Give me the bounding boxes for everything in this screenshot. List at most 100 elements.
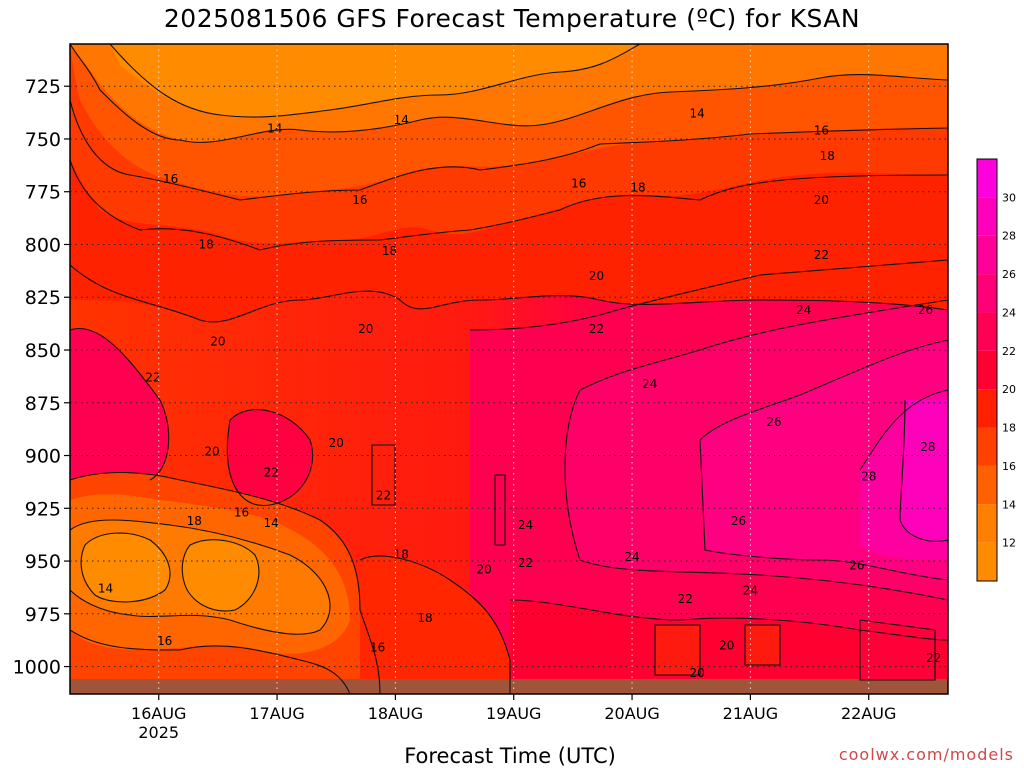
- contour-label: 16: [571, 176, 586, 190]
- contour-label: 22: [145, 370, 160, 384]
- x-tick-label: 19AUG: [486, 704, 541, 723]
- plot-frame: [69, 43, 949, 695]
- contour-label: 22: [376, 489, 391, 503]
- contour-label: 20: [329, 436, 344, 450]
- colorbar-legend: 12 14 16 18 20 22 24 26 28 30: [976, 158, 1016, 582]
- colorbar-label: 14: [1002, 498, 1016, 511]
- y-tick-label: 975: [25, 604, 61, 626]
- x-tick-label: 22AUG: [841, 704, 896, 723]
- contour-label: 20: [690, 666, 705, 680]
- colorbar-swatch: [977, 274, 997, 313]
- contour-label: 18: [820, 149, 835, 163]
- contour-label: 16: [370, 641, 385, 655]
- y-tick-label: 875: [25, 393, 61, 415]
- x-tick-label: 16AUG: [131, 704, 186, 723]
- y-axis-pressure: 725 750 775 800 825 850 875 900 925 950 975 1000: [13, 76, 70, 679]
- colorbar-label: 18: [1002, 422, 1016, 435]
- chart-title: 2025081506 GFS Forecast Temperature (ºC)…: [163, 4, 861, 33]
- contour-label: 28: [861, 470, 876, 484]
- x-tick-label: 17AUG: [249, 704, 304, 723]
- surface-terrain-band: [70, 679, 948, 694]
- colorbar-swatch: [977, 159, 997, 198]
- contour-label: 16: [234, 506, 249, 520]
- contour-label: 22: [589, 322, 604, 336]
- contour-label: 24: [796, 303, 811, 317]
- y-tick-label: 1000: [13, 657, 61, 679]
- contour-label: 16: [352, 193, 367, 207]
- contour-label: 14: [267, 121, 282, 135]
- contour-label: 20: [210, 335, 225, 349]
- y-tick-label: 800: [25, 234, 61, 256]
- y-tick-label: 925: [25, 498, 61, 520]
- colorbar-swatch: [977, 350, 997, 390]
- x-tick-label: 21AUG: [723, 704, 778, 723]
- contour-label: 22: [926, 651, 941, 665]
- colorbar-frame: [976, 158, 998, 582]
- y-tick-label: 950: [25, 551, 61, 573]
- contour-label: 20: [204, 444, 219, 458]
- contour-label: 16: [157, 634, 172, 648]
- colorbar-label: 24: [1002, 306, 1016, 319]
- contour-label: 16: [814, 124, 829, 138]
- contour-label: 22: [518, 556, 533, 570]
- x-tick-year-label: 2025: [138, 723, 179, 742]
- contour-label: 26: [849, 558, 864, 572]
- contour-label: 18: [382, 244, 397, 258]
- contour-label: 26: [731, 514, 746, 528]
- colorbar-swatch: [977, 504, 997, 543]
- contour-label: 16: [163, 172, 178, 186]
- contour-label: 20: [589, 269, 604, 283]
- contour-label: 26: [918, 303, 933, 317]
- colorbar-swatch: [977, 312, 997, 351]
- colorbar-label: 30: [1002, 191, 1016, 204]
- colorbar-swatch: [977, 542, 997, 581]
- contour-label: 20: [358, 322, 373, 336]
- contour-label: 18: [198, 237, 213, 251]
- contour-label: 18: [187, 514, 202, 528]
- y-tick-label: 725: [25, 76, 61, 98]
- y-tick-label: 900: [25, 446, 61, 468]
- contour-label: 18: [630, 181, 645, 195]
- contour-label: 20: [719, 638, 734, 652]
- colorbar-label: 16: [1002, 460, 1016, 473]
- contour-label: 14: [264, 516, 279, 530]
- contour-label: 14: [690, 107, 705, 121]
- contour-label: 24: [743, 584, 758, 598]
- contour-label: 18: [417, 611, 432, 625]
- source-credit: coolwx.com/models: [838, 745, 1014, 764]
- isotherm-contours: [70, 44, 948, 694]
- contour-label: 24: [518, 518, 533, 532]
- colorbar-swatch: [977, 465, 997, 505]
- y-tick-label: 825: [25, 287, 61, 309]
- colorbar-label: 12: [1002, 537, 1016, 550]
- colorbar-swatch: [977, 427, 997, 466]
- contour-labels: 14 14 14 16 16 16 16 18 18 18 18 20 20 20 20 20 20 20 22 22…: [98, 107, 942, 680]
- contour-label: 28: [920, 440, 935, 454]
- colorbar-label: 22: [1002, 345, 1016, 358]
- contour-label: 14: [394, 113, 409, 127]
- colorbar-label: 28: [1002, 230, 1016, 243]
- x-axis-label: Forecast Time (UTC): [404, 744, 616, 768]
- y-tick-label: 750: [25, 129, 61, 151]
- colorbar-label: 26: [1002, 268, 1016, 281]
- contour-label: 26: [766, 415, 781, 429]
- contour-label: 24: [642, 377, 657, 391]
- temperature-field: [70, 44, 948, 694]
- colorbar-swatch: [977, 235, 997, 275]
- contour-label: 22: [814, 248, 829, 262]
- contour-label: 14: [98, 581, 113, 595]
- contour-label: 22: [264, 465, 279, 479]
- colorbar-swatch: [977, 197, 997, 236]
- grid-lines: [70, 44, 948, 694]
- contour-label: 18: [394, 548, 409, 562]
- colorbar-swatch: [977, 389, 997, 428]
- y-tick-label: 850: [25, 340, 61, 362]
- colorbar-label: 20: [1002, 383, 1016, 396]
- x-tick-label: 18AUG: [368, 704, 423, 723]
- contour-label: 22: [678, 592, 693, 606]
- contour-label: 20: [814, 193, 829, 207]
- x-tick-label: 20AUG: [604, 704, 659, 723]
- contour-label: 20: [477, 562, 492, 576]
